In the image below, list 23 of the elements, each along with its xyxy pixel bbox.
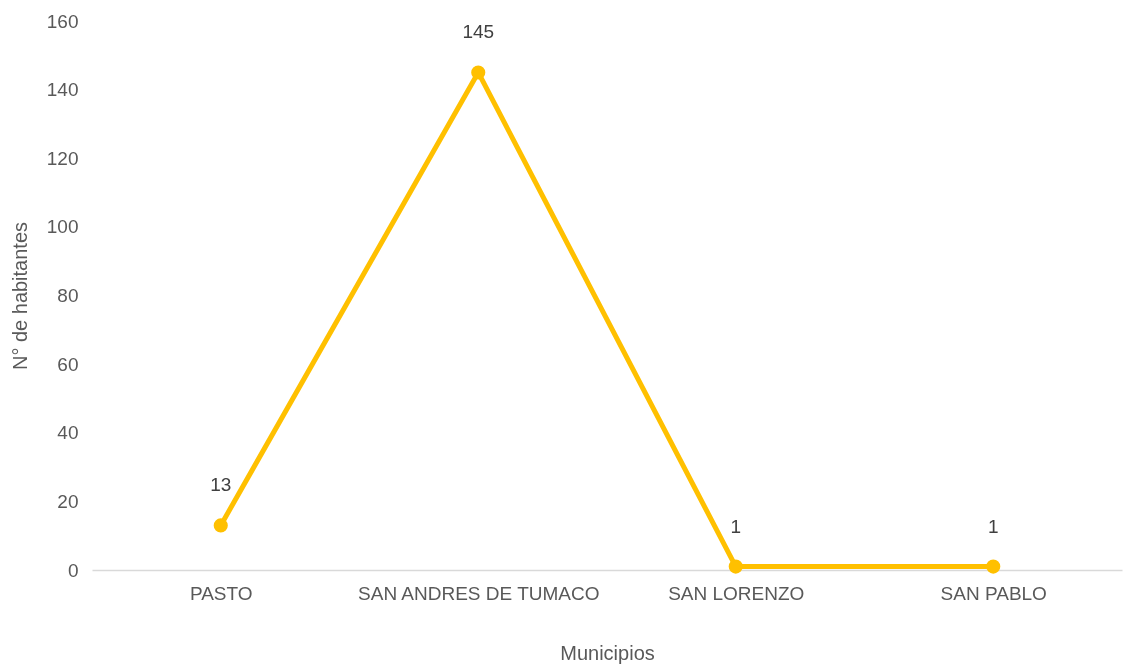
point [213, 518, 228, 533]
x-tick-label: PASTO [189, 582, 253, 604]
data-label: 1 [987, 515, 999, 537]
y-tick-label: 0 [67, 559, 79, 581]
point [986, 559, 1001, 574]
data-label: 145 [462, 21, 495, 43]
x-tick-label: SAN LORENZO [668, 582, 805, 604]
point [471, 65, 486, 80]
data-label: 13 [210, 474, 232, 496]
x-tick-label: SAN PABLO [940, 582, 1047, 604]
y-tick-label: 160 [46, 10, 79, 32]
point [728, 559, 743, 574]
data-label: 1 [730, 515, 742, 537]
y-tick-label: 140 [46, 79, 79, 101]
y-axis-title: N° de habitantes [8, 221, 31, 371]
y-tick-label: 40 [57, 422, 79, 444]
y-tick-label: 80 [57, 285, 79, 306]
x-axis-title: Municipios [560, 641, 655, 664]
x-tick-label: SAN ANDRES DE TUMACO [358, 582, 600, 604]
y-tick-label: 60 [57, 353, 79, 375]
y-tick-label: 20 [57, 490, 79, 512]
y-tick-label: 120 [46, 147, 79, 169]
y-tick-label: 100 [46, 216, 79, 238]
